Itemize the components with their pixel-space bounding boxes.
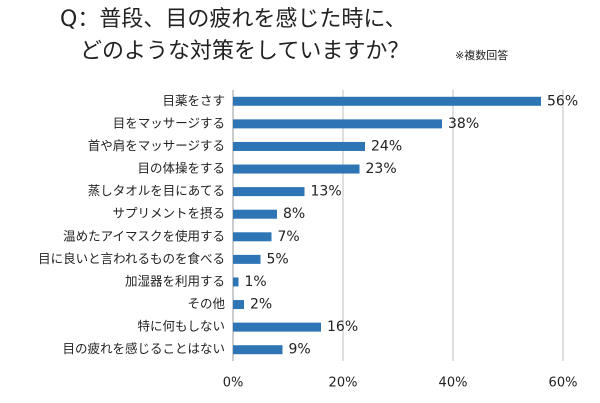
value-label: 16% <box>327 319 358 335</box>
y-tick-label: サプリメントを摂る <box>112 206 225 221</box>
value-label: 1% <box>245 274 267 290</box>
x-tick-label: 60% <box>549 376 578 391</box>
y-tick-label: 目薬をさす <box>162 93 225 108</box>
y-tick-label: 目の体操をする <box>137 161 225 176</box>
value-label: 5% <box>267 251 289 267</box>
chart-title: Q：普段、目の疲れを感じた時に、 <box>60 7 407 32</box>
bar <box>233 119 442 129</box>
x-tick-label: 40% <box>439 376 468 391</box>
y-tick-label: 温めたアイマスクを使用する <box>63 228 225 243</box>
value-label: 9% <box>289 342 311 358</box>
bar <box>233 232 272 242</box>
bar <box>233 300 244 310</box>
bar <box>233 141 365 151</box>
bar <box>233 96 541 106</box>
value-label: 38% <box>448 116 479 132</box>
x-tick-label: 20% <box>329 376 358 391</box>
value-label: 2% <box>250 297 272 313</box>
value-label: 24% <box>371 138 402 154</box>
value-label: 13% <box>311 184 342 200</box>
y-tick-label: 加湿器を利用する <box>125 273 225 288</box>
value-label: 23% <box>366 161 397 177</box>
bar <box>233 187 305 197</box>
bar <box>233 322 321 332</box>
y-tick-label: その他 <box>187 296 225 311</box>
bar <box>233 277 239 287</box>
bar <box>233 164 360 174</box>
y-tick-label: 目に良いと言われるものを食べる <box>38 251 225 266</box>
y-tick-label: 目をマッサージする <box>113 115 225 130</box>
y-tick-label: 蒸しタオルを目にあてる <box>88 183 225 198</box>
chart-note: ※複数回答 <box>455 48 508 62</box>
x-tick-label: 0% <box>223 376 244 391</box>
value-label: 8% <box>283 206 305 222</box>
bar <box>233 254 261 264</box>
y-tick-label: 目の疲れを感じることはない <box>62 341 225 356</box>
value-label: 56% <box>547 93 578 109</box>
value-label: 7% <box>278 229 300 245</box>
y-tick-label: 首や肩をマッサージする <box>88 138 225 153</box>
bar <box>233 345 283 355</box>
bar <box>233 209 277 219</box>
y-tick-label: 特に何もしない <box>137 319 225 334</box>
chart-title: どのような対策をしていますか？ <box>80 39 409 64</box>
